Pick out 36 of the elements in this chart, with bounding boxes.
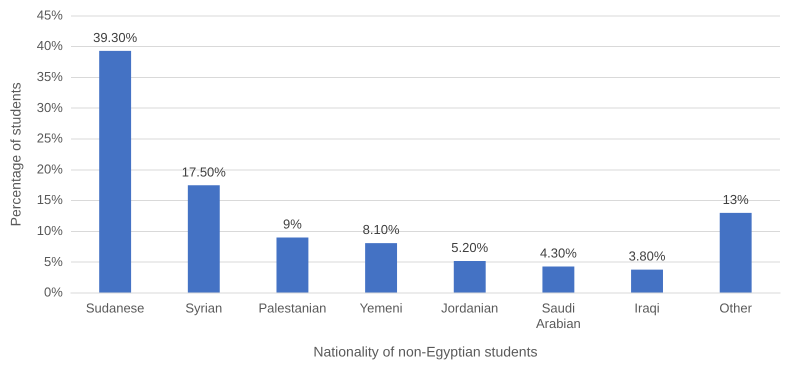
- bar: [99, 50, 132, 292]
- data-label: 4.30%: [540, 246, 578, 261]
- x-tick-label: Palestanian: [258, 300, 326, 316]
- data-label: 8.10%: [362, 222, 400, 238]
- bar: [188, 185, 220, 292]
- y-tick-label: 15%: [36, 192, 64, 208]
- data-label: 9%: [283, 216, 302, 232]
- x-tick-label: Jordanian: [441, 300, 498, 316]
- x-tick-label: Syrian: [185, 300, 222, 316]
- bar: [631, 270, 663, 292]
- y-tick-label: 45%: [36, 7, 64, 22]
- bar: [276, 238, 308, 292]
- y-tick-label: 40%: [36, 38, 64, 54]
- x-tick-label: Sudanese: [86, 300, 144, 316]
- bar: [542, 266, 574, 292]
- x-axis-title: Nationality of non-Egyptian students: [313, 343, 538, 360]
- y-axis-title: Percentage of students: [7, 82, 24, 226]
- x-tick-label: Other: [719, 300, 753, 316]
- bar: [720, 212, 752, 292]
- data-label: 17.50%: [182, 164, 226, 180]
- y-tick-label: 35%: [36, 68, 64, 84]
- y-tick-label: 30%: [36, 100, 64, 115]
- x-tick-label: Yemeni: [360, 300, 403, 316]
- data-label: 5.20%: [451, 240, 489, 256]
- y-tick-label: 0%: [44, 284, 64, 300]
- x-tick-label: Saudi Arabian: [536, 300, 581, 331]
- data-label: 3.80%: [628, 248, 666, 264]
- y-tick-label: 20%: [36, 161, 64, 176]
- bar: [365, 243, 398, 292]
- y-tick-label: 10%: [36, 222, 64, 238]
- x-tick-label: Iraqi: [634, 300, 660, 316]
- data-label: 39.30%: [93, 30, 138, 45]
- data-label: 13%: [722, 192, 750, 207]
- bar: [454, 260, 486, 292]
- y-tick-label: 5%: [44, 254, 64, 269]
- y-tick-label: 25%: [36, 130, 64, 146]
